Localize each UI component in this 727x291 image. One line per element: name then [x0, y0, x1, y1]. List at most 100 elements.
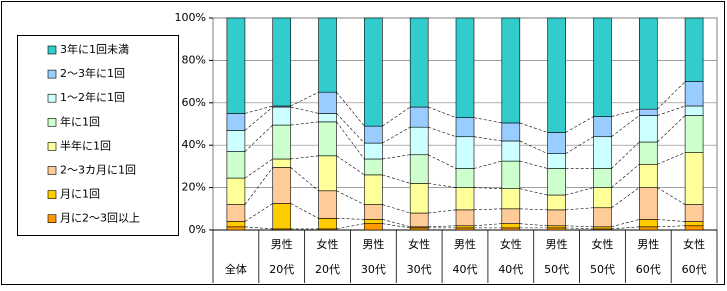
series-line — [382, 106, 411, 127]
bar-segment — [226, 226, 246, 231]
series-line — [244, 203, 273, 222]
bar-segment — [455, 17, 475, 118]
bar-segment — [684, 204, 704, 222]
bar-segment — [638, 226, 658, 231]
bar-segment — [501, 160, 521, 189]
legend-label: 月に2〜3回以上 — [60, 212, 140, 225]
bar-segment — [318, 91, 337, 114]
legend-label: 月に1回 — [60, 188, 100, 201]
bar-segment — [638, 115, 658, 143]
series-line — [657, 187, 686, 205]
bar-segment — [638, 141, 658, 165]
bar-segment — [455, 136, 475, 169]
y-tick-label: 60% — [182, 96, 206, 109]
bar-segment — [593, 207, 612, 228]
bar-segment — [318, 218, 337, 230]
bar-segment — [455, 227, 475, 231]
bar-segment — [364, 204, 383, 220]
bar-segment — [364, 142, 383, 160]
bar-segment — [272, 124, 292, 160]
series-line — [611, 187, 640, 208]
bar-segment — [684, 152, 704, 205]
legend-box — [17, 35, 179, 236]
series-line — [336, 113, 365, 144]
x-group-label: 男性 — [362, 237, 384, 251]
bar-segment — [364, 219, 383, 224]
bar-segment — [272, 158, 292, 168]
bar-segment — [501, 17, 521, 124]
bar-segment — [272, 167, 292, 204]
bar-segment — [547, 225, 566, 229]
bar-segment — [318, 190, 337, 219]
bar-segment — [364, 158, 383, 176]
bar-segment — [364, 17, 383, 127]
bar-segment — [226, 17, 246, 114]
x-tick-label: 50代 — [544, 263, 569, 276]
bar-segment — [318, 113, 337, 123]
bar-segment — [455, 225, 475, 229]
bar-segment — [547, 209, 566, 227]
bar-segment — [638, 163, 658, 188]
series-line — [244, 167, 273, 205]
bar-segment — [501, 140, 521, 162]
series-line — [290, 203, 319, 219]
legend-swatch — [47, 69, 57, 79]
legend-label: 2〜3カ月に1回 — [60, 164, 136, 177]
x-tick-label: 50代 — [590, 263, 615, 276]
bar-segment — [226, 130, 246, 152]
bar-segment — [501, 223, 521, 229]
bar-segment — [638, 219, 658, 228]
legend-swatch — [47, 166, 57, 175]
bar-segment — [409, 126, 429, 156]
series-line — [336, 155, 365, 176]
series-line — [290, 91, 319, 107]
bar-segment — [226, 204, 246, 222]
series-line — [382, 126, 411, 144]
series-line — [519, 140, 548, 154]
bar-segment — [409, 106, 429, 128]
bar-segment — [318, 17, 337, 93]
bar-segment — [455, 187, 475, 211]
legend-label: 半年に1回 — [60, 138, 111, 152]
bar-segment — [226, 221, 246, 228]
legend-swatch — [47, 142, 57, 151]
bar-segment — [684, 81, 704, 107]
x-group-label: 女性 — [683, 237, 705, 251]
bar-segment — [501, 122, 521, 142]
bar-segment — [501, 208, 521, 224]
legend-label: 1〜2年に1回 — [60, 90, 125, 104]
bar-segment — [593, 187, 612, 209]
bar-segment — [547, 168, 566, 196]
series-line — [565, 116, 594, 133]
legend-swatch — [47, 190, 57, 199]
x-tick-label: 60代 — [636, 263, 661, 276]
series-line — [565, 136, 594, 154]
series-line — [336, 121, 365, 160]
bar-segment — [593, 17, 612, 117]
bar-segment — [684, 221, 704, 227]
series-line — [244, 158, 273, 179]
bar-segment — [593, 226, 612, 230]
x-tick-label: 40代 — [453, 263, 478, 276]
bar-segment — [364, 174, 383, 205]
x-tick-label: 30代 — [361, 263, 386, 276]
legend-swatch — [47, 45, 57, 55]
bar-segment — [455, 209, 475, 227]
x-tick-label: 40代 — [498, 263, 523, 276]
y-tick-label: 40% — [182, 138, 206, 151]
series-line — [336, 92, 365, 127]
bar-segment — [455, 117, 475, 138]
x-group-label: 男性 — [546, 237, 568, 251]
series-line — [657, 152, 686, 165]
x-tick-label: 20代 — [269, 263, 294, 276]
bar-segment — [684, 225, 704, 231]
bar-segment — [409, 17, 429, 108]
bar-segment — [455, 168, 475, 188]
x-tick-label: 60代 — [682, 263, 707, 276]
bar-segment — [684, 17, 704, 82]
legend-swatch — [47, 118, 57, 127]
bar-segment — [638, 108, 658, 116]
series-line — [244, 124, 273, 152]
series-line — [611, 115, 640, 137]
